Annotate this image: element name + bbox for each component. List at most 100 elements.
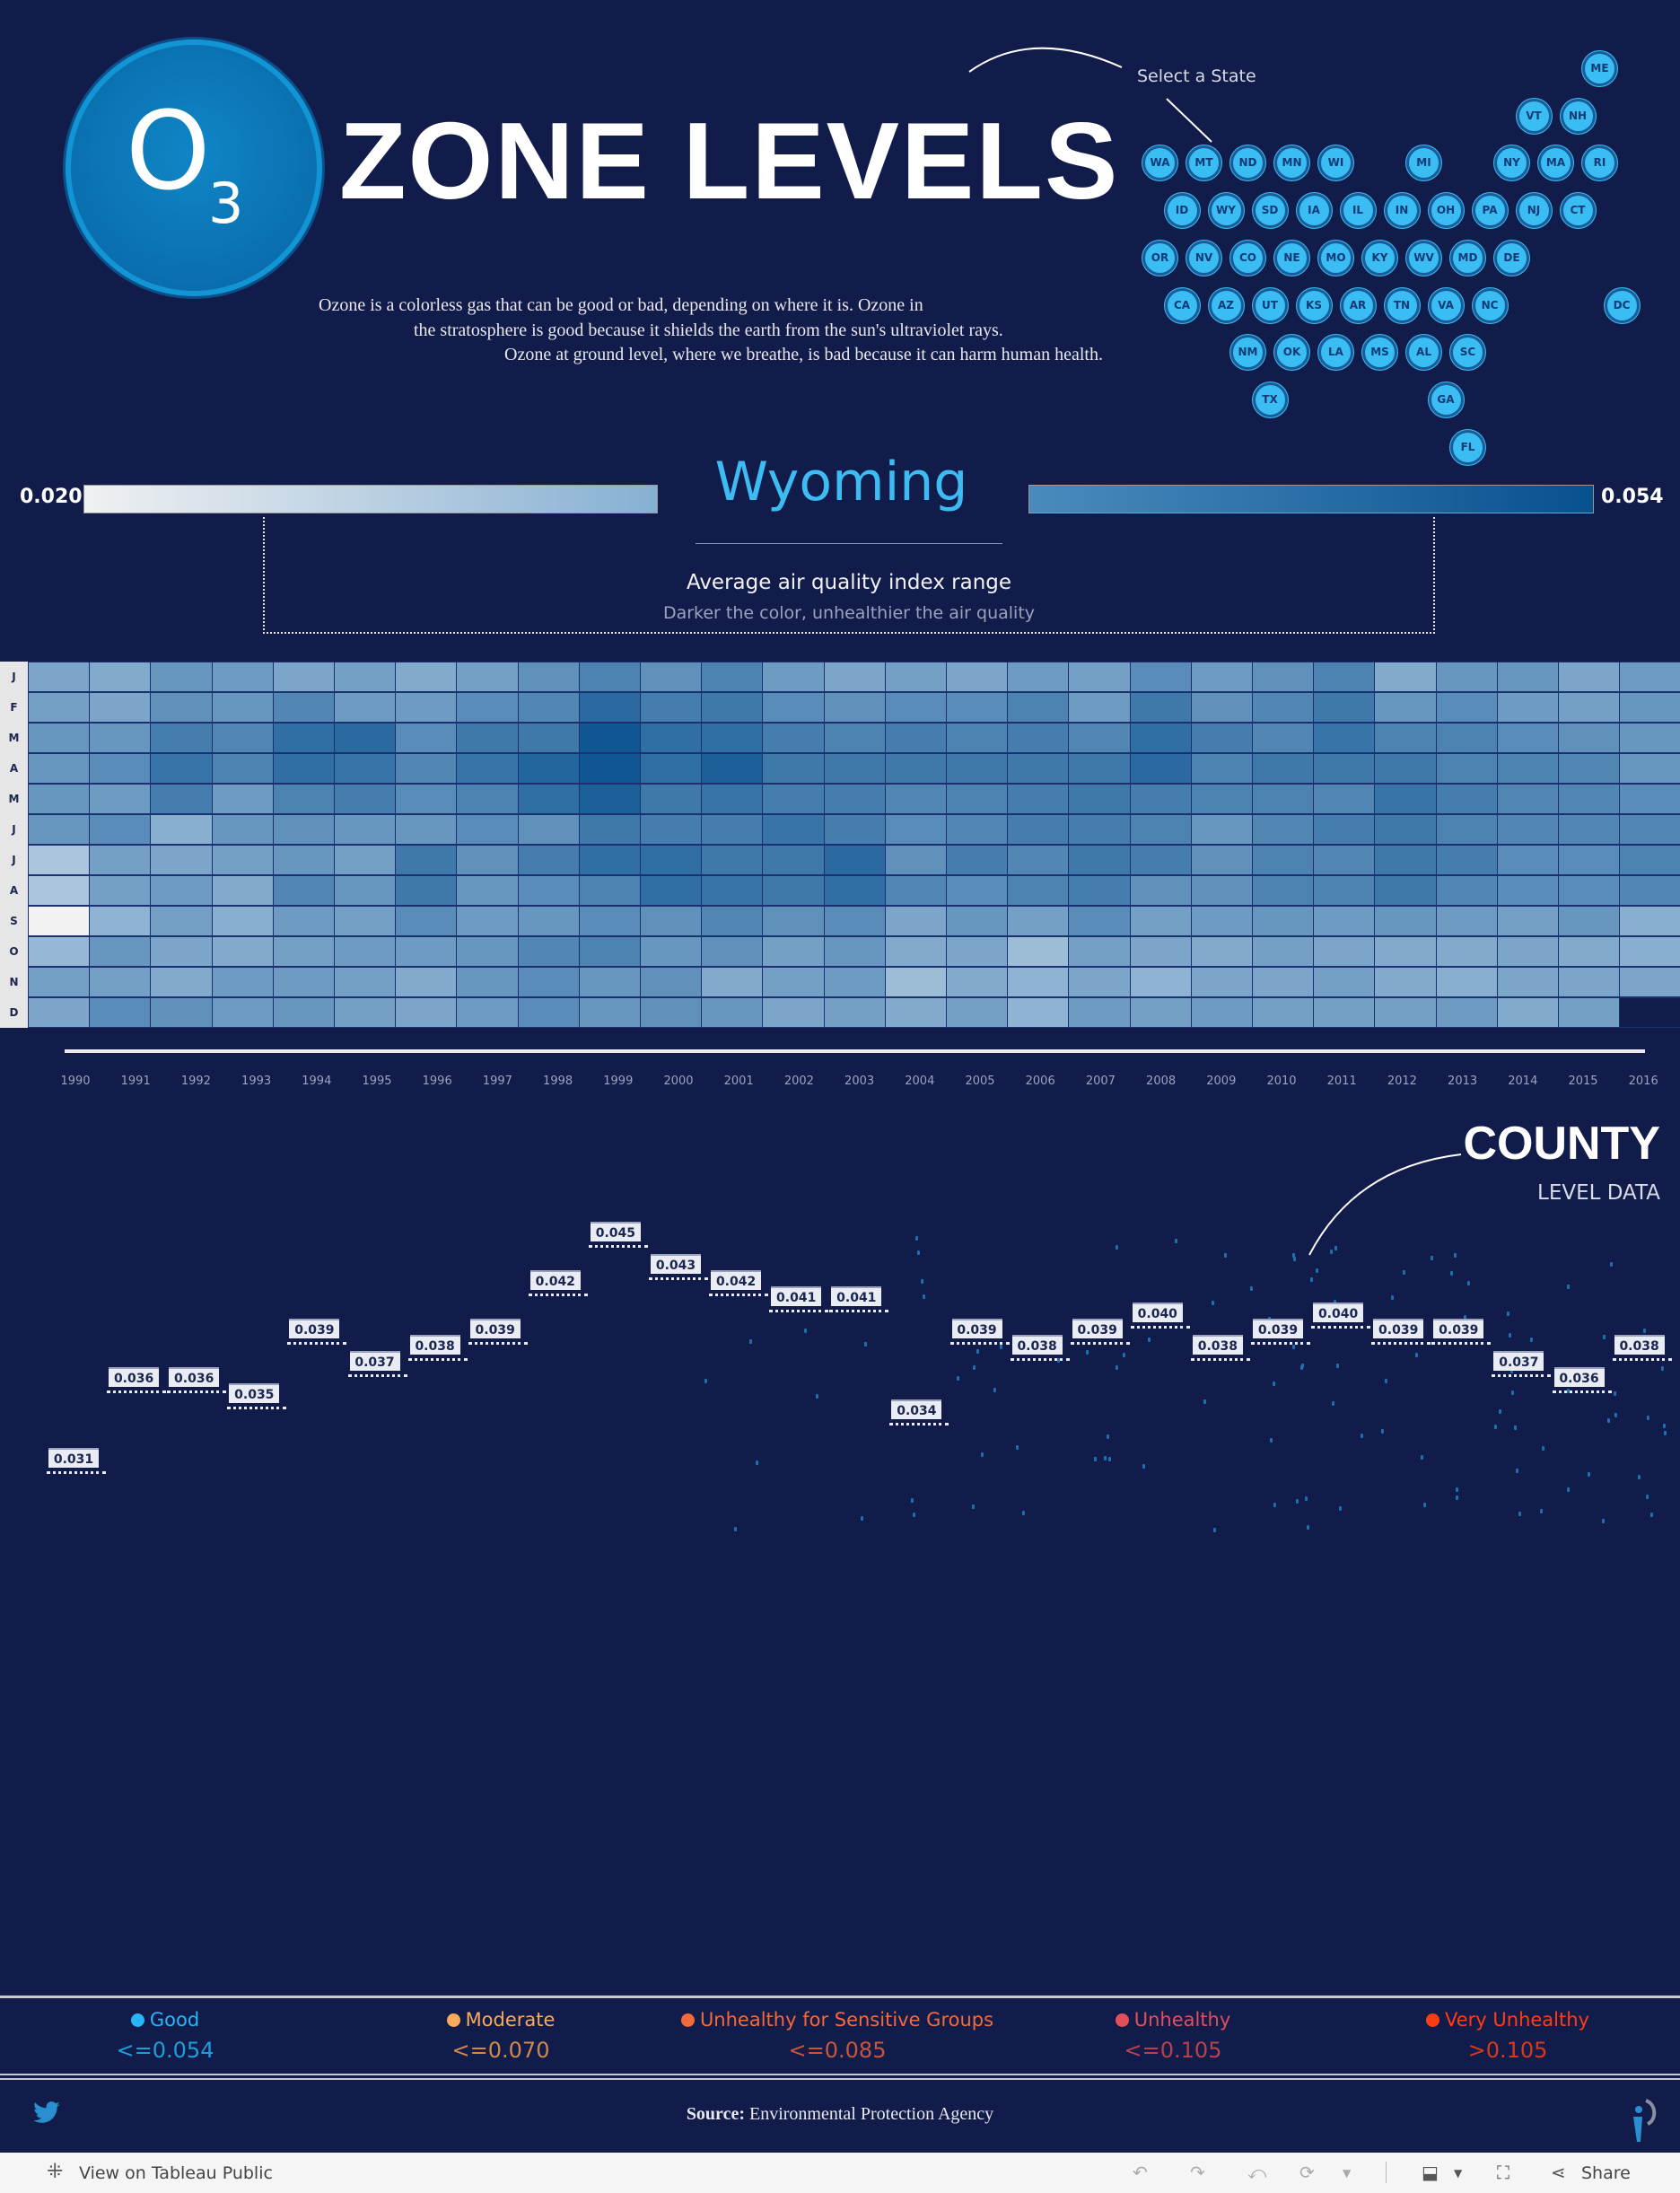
- county-dot[interactable]: [1300, 1364, 1304, 1369]
- heatmap-cell[interactable]: [395, 845, 458, 875]
- annual-value-label[interactable]: 0.039: [289, 1319, 340, 1338]
- heatmap-cell[interactable]: [334, 814, 397, 845]
- heatmap-cell[interactable]: [1252, 692, 1315, 723]
- heatmap-cell[interactable]: [1496, 692, 1559, 723]
- state-tile-dc[interactable]: DC: [1606, 290, 1637, 320]
- heatmap-cell[interactable]: [1374, 784, 1437, 814]
- heatmap-cell[interactable]: [1007, 875, 1070, 906]
- download-icon[interactable]: ⬓: [1422, 2162, 1439, 2183]
- county-dot[interactable]: [1212, 1300, 1215, 1305]
- heatmap-cell[interactable]: [762, 723, 825, 753]
- download-dropdown-icon[interactable]: ▼: [1454, 2167, 1463, 2180]
- annual-value-label[interactable]: 0.040: [1313, 1303, 1364, 1322]
- county-dot[interactable]: [749, 1339, 753, 1345]
- share-button[interactable]: Share: [1581, 2163, 1631, 2183]
- heatmap-cell[interactable]: [334, 906, 397, 936]
- heatmap-cell[interactable]: [762, 692, 825, 723]
- heatmap-cell[interactable]: [946, 753, 1009, 784]
- state-tile-ma[interactable]: MA: [1541, 148, 1571, 179]
- heatmap-cell[interactable]: [211, 784, 274, 814]
- heatmap-cell[interactable]: [946, 906, 1009, 936]
- heatmap-cell[interactable]: [1129, 997, 1192, 1028]
- county-dot[interactable]: [1332, 1400, 1335, 1406]
- heatmap-cell[interactable]: [946, 845, 1009, 875]
- state-tile-fl[interactable]: FL: [1453, 432, 1483, 462]
- heatmap-cell[interactable]: [1068, 692, 1131, 723]
- county-dot[interactable]: [1509, 1369, 1513, 1374]
- annual-value-label[interactable]: 0.037: [349, 1351, 400, 1371]
- heatmap-cell[interactable]: [1558, 784, 1621, 814]
- heatmap-cell[interactable]: [640, 662, 703, 692]
- heatmap-cell[interactable]: [150, 936, 213, 967]
- heatmap-cell[interactable]: [272, 723, 335, 753]
- heatmap-cell[interactable]: [150, 753, 213, 784]
- heatmap-cell[interactable]: [150, 784, 213, 814]
- state-tile-tn[interactable]: TN: [1387, 290, 1417, 320]
- heatmap-cell[interactable]: [578, 845, 641, 875]
- heatmap-cell[interactable]: [334, 875, 397, 906]
- heatmap-cell[interactable]: [640, 875, 703, 906]
- heatmap-cell[interactable]: [578, 875, 641, 906]
- heatmap-cell[interactable]: [272, 784, 335, 814]
- heatmap-cell[interactable]: [1007, 784, 1070, 814]
- heatmap-cell[interactable]: [28, 997, 91, 1028]
- state-tile-ri[interactable]: RI: [1585, 148, 1614, 179]
- heatmap-cell[interactable]: [211, 997, 274, 1028]
- heatmap-cell[interactable]: [1313, 967, 1376, 997]
- state-tile-ct[interactable]: CT: [1562, 196, 1593, 226]
- heatmap-cell[interactable]: [823, 906, 886, 936]
- annual-value-label[interactable]: 0.039: [1253, 1319, 1303, 1338]
- county-dot[interactable]: [972, 1504, 976, 1509]
- county-dot[interactable]: [1541, 1445, 1544, 1451]
- heatmap-cell[interactable]: [1068, 875, 1131, 906]
- state-tile-mo[interactable]: MO: [1321, 242, 1351, 273]
- heatmap-cell[interactable]: [1374, 814, 1437, 845]
- annual-value-label[interactable]: 0.043: [651, 1254, 701, 1274]
- annual-value-label[interactable]: 0.036: [169, 1367, 220, 1387]
- heatmap-cell[interactable]: [1435, 906, 1498, 936]
- heatmap-cell[interactable]: [1129, 845, 1192, 875]
- heatmap-cell[interactable]: [1435, 753, 1498, 784]
- heatmap-cell[interactable]: [272, 906, 335, 936]
- heatmap-cell[interactable]: [640, 936, 703, 967]
- heatmap-cell[interactable]: [1374, 997, 1437, 1028]
- heatmap-cell[interactable]: [1068, 814, 1131, 845]
- heatmap-cell[interactable]: [1007, 997, 1070, 1028]
- state-tile-oh[interactable]: OH: [1431, 196, 1461, 226]
- state-tile-nv[interactable]: NV: [1189, 242, 1219, 273]
- heatmap-cell[interactable]: [640, 967, 703, 997]
- county-dot[interactable]: [1646, 1416, 1649, 1421]
- state-tile-or[interactable]: OR: [1145, 242, 1175, 273]
- heatmap-cell[interactable]: [89, 936, 152, 967]
- county-dot[interactable]: [1292, 1252, 1296, 1258]
- heatmap-cell[interactable]: [334, 692, 397, 723]
- county-dot[interactable]: [1498, 1409, 1501, 1415]
- heatmap-cell[interactable]: [211, 967, 274, 997]
- heatmap-cell[interactable]: [1129, 967, 1192, 997]
- county-dot[interactable]: [755, 1461, 758, 1466]
- annual-value-label[interactable]: 0.041: [771, 1286, 822, 1306]
- annual-value-label[interactable]: 0.037: [1493, 1351, 1544, 1371]
- heatmap-cell[interactable]: [1558, 814, 1621, 845]
- heatmap-cell[interactable]: [272, 967, 335, 997]
- county-dot[interactable]: [1430, 1256, 1433, 1261]
- heatmap-cell[interactable]: [89, 906, 152, 936]
- heatmap-cell[interactable]: [1558, 875, 1621, 906]
- heatmap-cell[interactable]: [517, 967, 580, 997]
- heatmap-cell[interactable]: [272, 814, 335, 845]
- heatmap-cell[interactable]: [1007, 936, 1070, 967]
- heatmap-cell[interactable]: [1252, 753, 1315, 784]
- heatmap-cell[interactable]: [395, 936, 458, 967]
- heatmap-cell[interactable]: [640, 997, 703, 1028]
- heatmap-cell[interactable]: [578, 997, 641, 1028]
- heatmap-cell[interactable]: [1129, 723, 1192, 753]
- state-tile-il[interactable]: IL: [1343, 196, 1373, 226]
- heatmap-cell[interactable]: [211, 875, 274, 906]
- state-tile-id[interactable]: ID: [1167, 196, 1197, 226]
- heatmap-cell[interactable]: [884, 662, 947, 692]
- heatmap-cell[interactable]: [762, 753, 825, 784]
- heatmap-cell[interactable]: [272, 662, 335, 692]
- heatmap-cell[interactable]: [1068, 662, 1131, 692]
- heatmap-cell[interactable]: [762, 906, 825, 936]
- heatmap-cell[interactable]: [517, 936, 580, 967]
